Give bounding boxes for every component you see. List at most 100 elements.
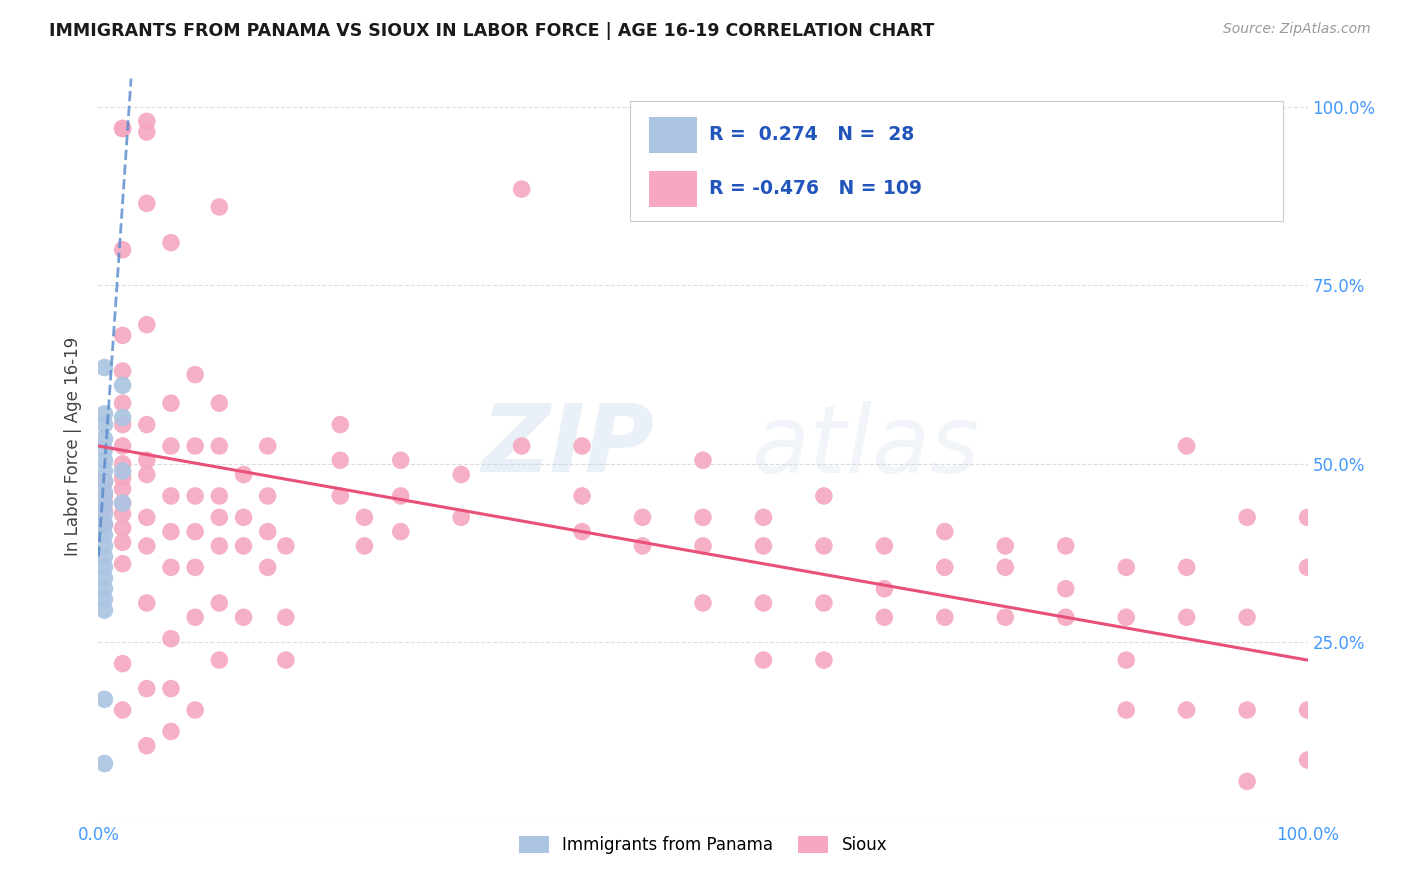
- Text: R = -0.476   N = 109: R = -0.476 N = 109: [709, 179, 922, 198]
- Point: [93, 756, 115, 771]
- Point: [111, 703, 134, 717]
- Point: [135, 114, 157, 128]
- Point: [93, 582, 115, 596]
- Point: [571, 489, 593, 503]
- Point: [93, 603, 115, 617]
- Point: [160, 632, 183, 646]
- Point: [571, 524, 593, 539]
- Point: [111, 378, 134, 392]
- Point: [160, 396, 183, 410]
- Point: [1296, 753, 1319, 767]
- Point: [1054, 582, 1077, 596]
- Point: [93, 549, 115, 564]
- Point: [111, 496, 134, 510]
- Point: [1054, 539, 1077, 553]
- Point: [93, 503, 115, 517]
- Point: [208, 200, 231, 214]
- Point: [274, 653, 297, 667]
- Point: [256, 489, 278, 503]
- Point: [232, 510, 254, 524]
- Point: [813, 489, 835, 503]
- Point: [1115, 653, 1137, 667]
- Point: [256, 560, 278, 574]
- Point: [994, 560, 1017, 574]
- Point: [135, 539, 157, 553]
- Point: [752, 510, 775, 524]
- Point: [135, 596, 157, 610]
- Point: [692, 539, 714, 553]
- Point: [994, 539, 1017, 553]
- Point: [93, 528, 115, 542]
- Point: [692, 596, 714, 610]
- Point: [111, 417, 134, 432]
- Point: [184, 703, 207, 717]
- Point: [184, 489, 207, 503]
- Point: [184, 524, 207, 539]
- Point: [93, 442, 115, 457]
- Point: [934, 524, 956, 539]
- Point: [329, 453, 352, 467]
- Point: [135, 681, 157, 696]
- Point: [752, 539, 775, 553]
- Point: [111, 482, 134, 496]
- Point: [111, 521, 134, 535]
- Point: [208, 489, 231, 503]
- Point: [184, 439, 207, 453]
- Point: [1236, 610, 1258, 624]
- Point: [93, 417, 115, 432]
- Point: [1296, 510, 1319, 524]
- Point: [631, 539, 654, 553]
- Point: [93, 407, 115, 421]
- Point: [353, 539, 375, 553]
- Point: [934, 610, 956, 624]
- Point: [111, 557, 134, 571]
- Point: [93, 496, 115, 510]
- Point: [93, 464, 115, 478]
- Point: [274, 610, 297, 624]
- Point: [184, 368, 207, 382]
- Point: [1175, 703, 1198, 717]
- Point: [160, 439, 183, 453]
- Point: [111, 328, 134, 343]
- Point: [1236, 703, 1258, 717]
- Point: [111, 471, 134, 485]
- Point: [93, 360, 115, 375]
- Point: [111, 507, 134, 521]
- Point: [389, 489, 412, 503]
- Point: [813, 539, 835, 553]
- Point: [184, 560, 207, 574]
- Point: [208, 396, 231, 410]
- Point: [111, 464, 134, 478]
- Point: [873, 610, 896, 624]
- Point: [93, 432, 115, 446]
- Point: [93, 592, 115, 607]
- Point: [208, 510, 231, 524]
- Point: [256, 524, 278, 539]
- Point: [450, 467, 472, 482]
- Y-axis label: In Labor Force | Age 16-19: In Labor Force | Age 16-19: [63, 336, 82, 556]
- Point: [135, 318, 157, 332]
- Point: [329, 417, 352, 432]
- Text: R =  0.274   N =  28: R = 0.274 N = 28: [709, 126, 914, 145]
- Point: [232, 610, 254, 624]
- Point: [135, 510, 157, 524]
- Point: [208, 653, 231, 667]
- Point: [1115, 703, 1137, 717]
- Point: [111, 243, 134, 257]
- Point: [93, 517, 115, 532]
- Point: [111, 439, 134, 453]
- Point: [389, 453, 412, 467]
- Point: [93, 571, 115, 585]
- Point: [93, 692, 115, 706]
- Point: [353, 510, 375, 524]
- Point: [232, 467, 254, 482]
- Point: [329, 489, 352, 503]
- Point: [160, 681, 183, 696]
- Point: [111, 364, 134, 378]
- Point: [934, 560, 956, 574]
- Point: [873, 582, 896, 596]
- FancyBboxPatch shape: [648, 171, 697, 207]
- FancyBboxPatch shape: [648, 117, 697, 153]
- Point: [256, 439, 278, 453]
- Point: [1115, 610, 1137, 624]
